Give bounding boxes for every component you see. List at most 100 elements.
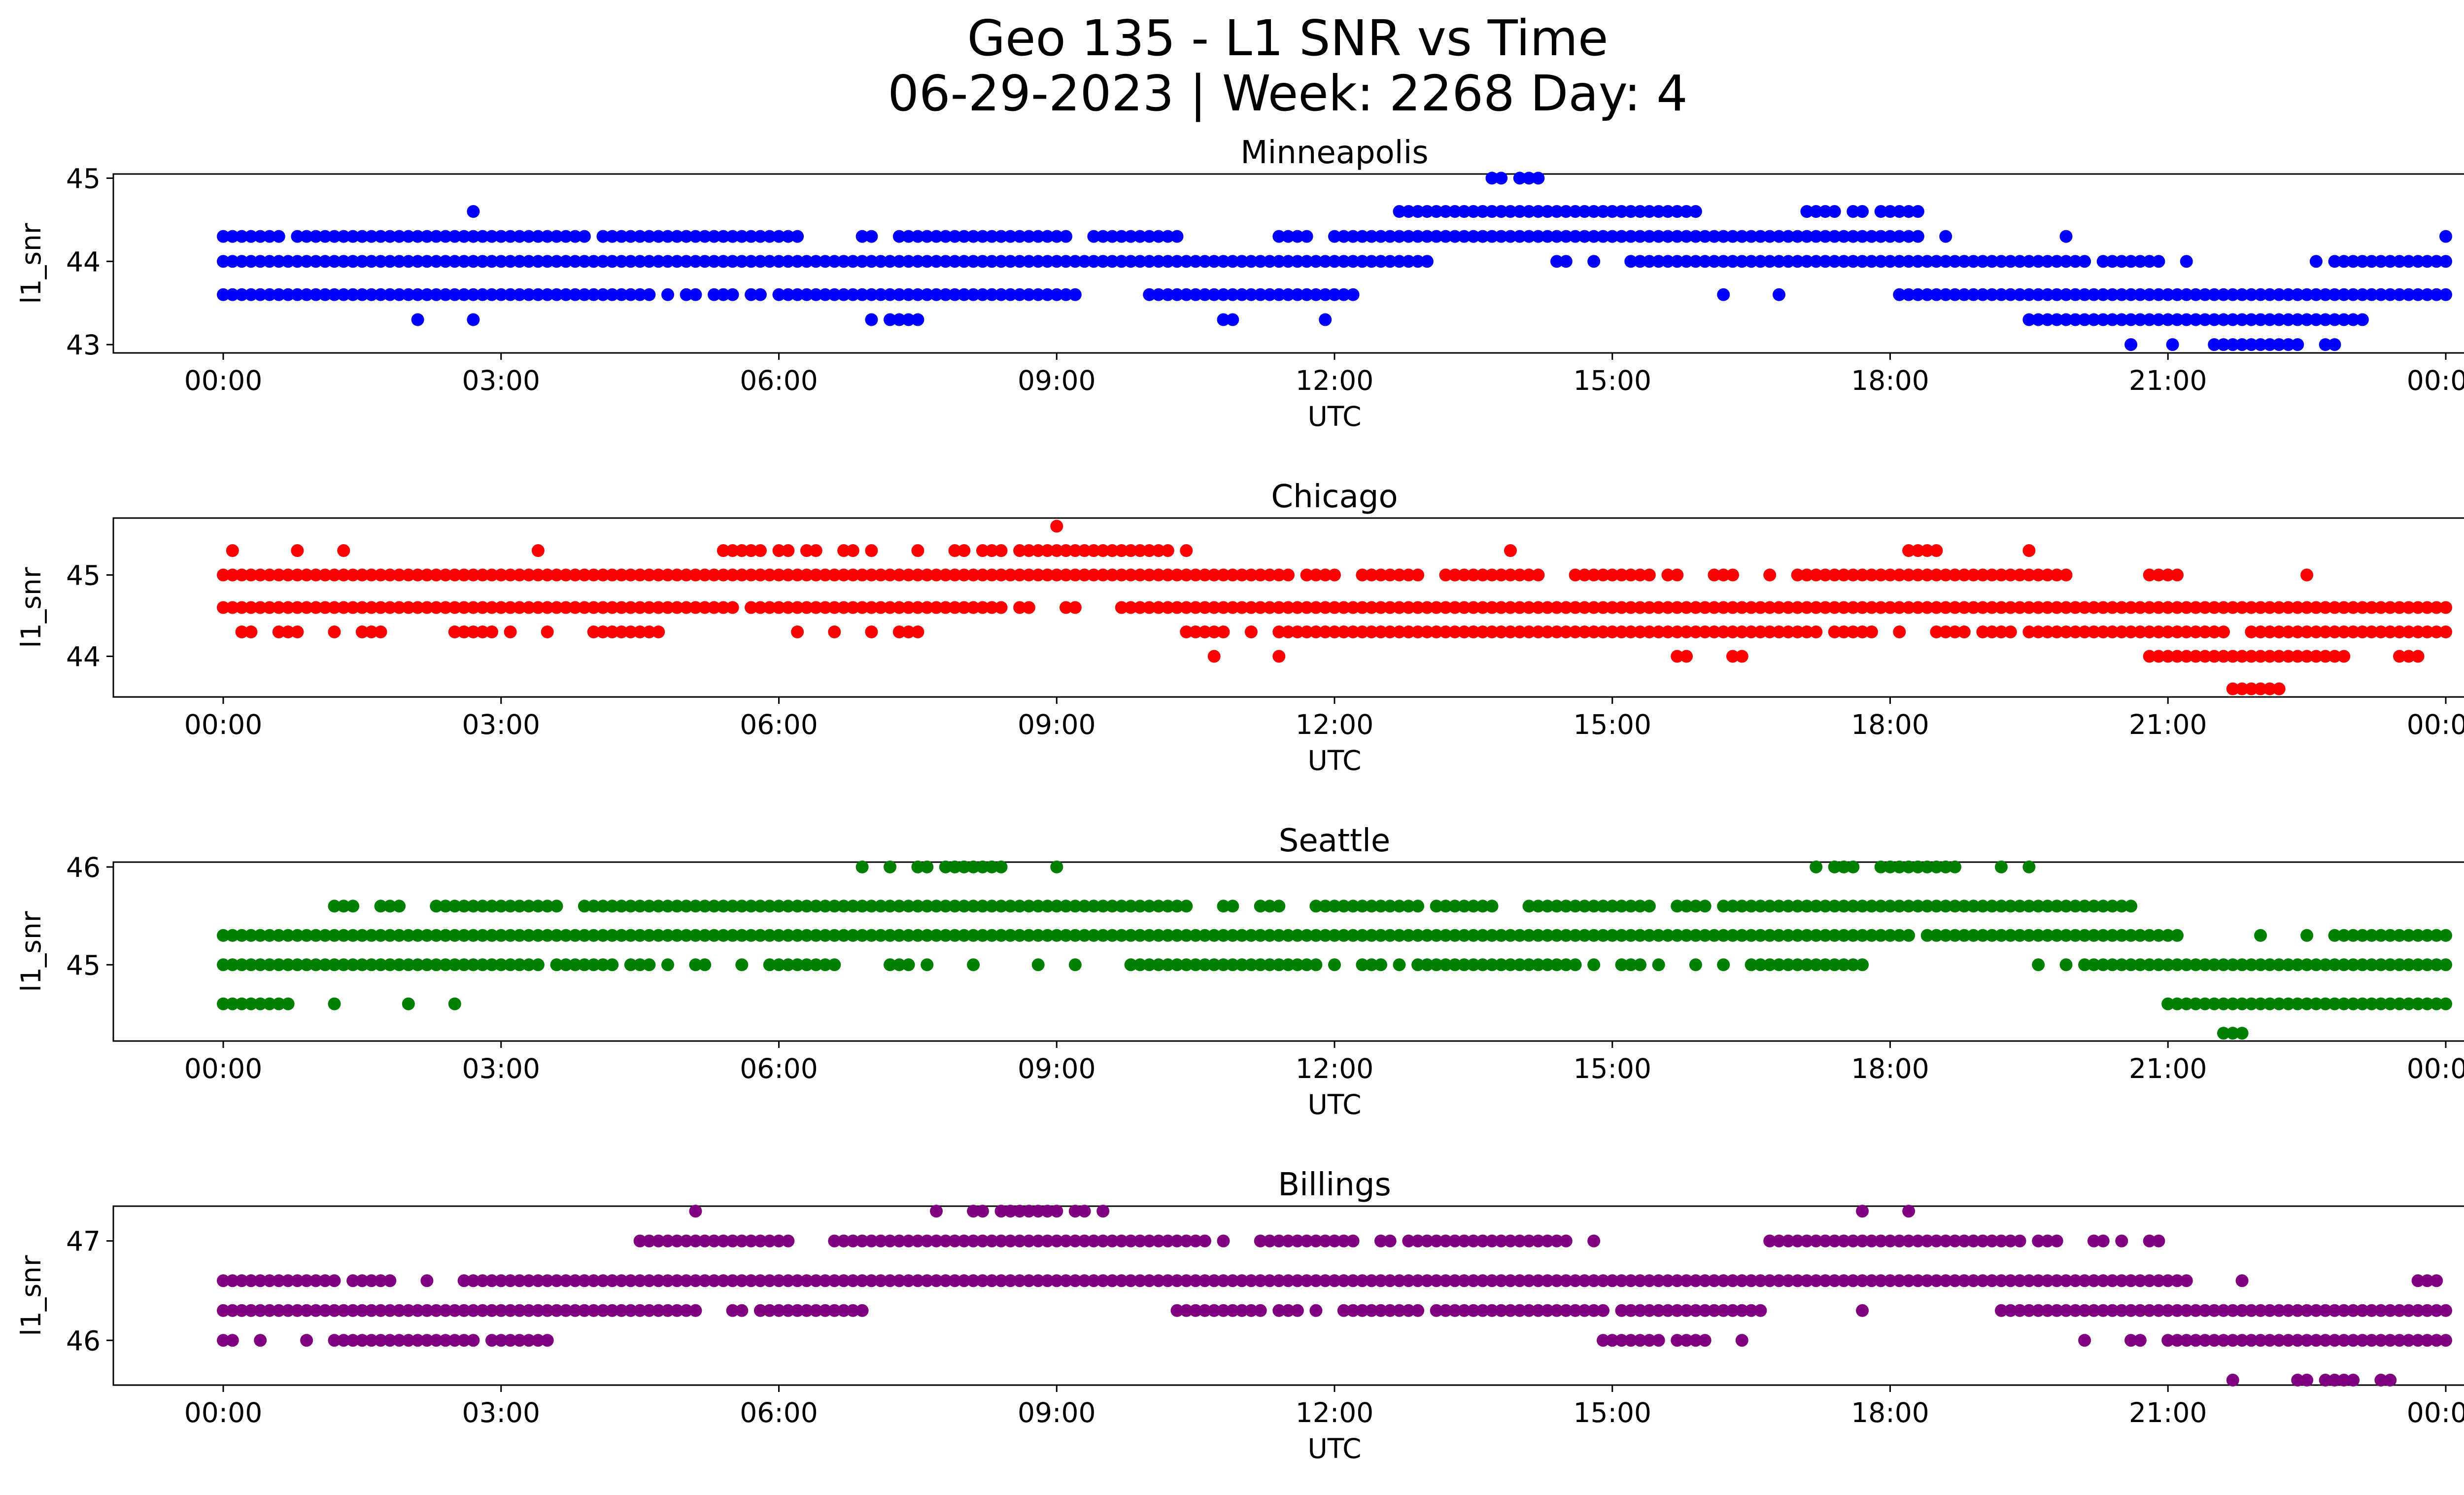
data-point — [1597, 1334, 1609, 1347]
data-point — [1337, 626, 1350, 638]
data-point — [1810, 255, 1823, 268]
data-point — [346, 1334, 360, 1347]
data-point — [1781, 230, 1795, 243]
data-point — [1106, 1234, 1119, 1248]
data-point — [281, 958, 295, 972]
data-point — [1393, 626, 1406, 638]
data-point — [2226, 1304, 2239, 1317]
data-point — [2328, 338, 2341, 351]
data-point — [652, 255, 665, 268]
data-point — [967, 288, 980, 301]
data-point — [550, 230, 563, 243]
data-point — [1476, 601, 1489, 614]
data-point — [2050, 1234, 2063, 1248]
data-point — [476, 1274, 489, 1287]
data-point — [457, 900, 471, 913]
data-point — [1226, 288, 1239, 301]
data-point — [522, 900, 536, 913]
data-point — [1282, 568, 1295, 582]
data-point — [1606, 1274, 1619, 1287]
data-point — [985, 544, 998, 557]
data-point — [1967, 601, 1980, 614]
data-point — [717, 288, 730, 301]
data-point — [513, 958, 526, 972]
scatter-points — [217, 1205, 2452, 1387]
data-point — [1439, 568, 1452, 582]
data-point — [550, 929, 563, 942]
data-point — [355, 288, 369, 301]
data-point — [643, 288, 656, 301]
data-point — [837, 288, 851, 301]
data-point — [430, 255, 443, 268]
data-point — [439, 601, 452, 614]
data-point — [652, 568, 665, 582]
data-point — [1430, 1234, 1443, 1248]
data-point — [2013, 568, 2026, 582]
data-point — [1041, 255, 1054, 268]
data-point — [1439, 1304, 1452, 1317]
data-point — [365, 929, 378, 942]
data-point — [1189, 1304, 1202, 1317]
data-point — [1847, 626, 1860, 638]
data-point — [2439, 997, 2452, 1010]
data-point — [2208, 650, 2221, 663]
data-point — [1985, 255, 1999, 268]
data-point — [1569, 1304, 1582, 1317]
data-point — [670, 1304, 684, 1317]
data-point — [569, 255, 582, 268]
data-point — [1309, 1304, 1323, 1317]
data-point — [2059, 1274, 2073, 1287]
data-point — [2282, 601, 2295, 614]
data-point — [661, 230, 674, 243]
data-point — [735, 1234, 749, 1248]
data-point — [1763, 929, 1777, 942]
data-point — [1124, 929, 1137, 942]
data-point — [633, 900, 647, 913]
data-point — [985, 929, 998, 942]
data-point — [606, 601, 619, 614]
data-point — [911, 626, 924, 638]
data-point — [1847, 1274, 1860, 1287]
data-point — [745, 1274, 758, 1287]
data-point — [1374, 230, 1387, 243]
data-point — [550, 900, 563, 913]
data-point — [2245, 288, 2258, 301]
data-point — [1495, 230, 1508, 243]
data-point — [550, 1304, 563, 1317]
data-point — [1763, 568, 1777, 582]
data-point — [624, 601, 637, 614]
data-point — [772, 288, 786, 301]
data-point — [1272, 929, 1286, 942]
data-point — [513, 929, 526, 942]
data-point — [2226, 313, 2239, 326]
data-point — [2171, 288, 2184, 301]
data-point — [846, 1304, 859, 1317]
data-point — [1911, 205, 1924, 218]
data-point — [874, 929, 888, 942]
data-point — [2309, 626, 2323, 638]
data-point — [2143, 288, 2156, 301]
data-point — [1893, 601, 1906, 614]
data-point — [1458, 900, 1471, 913]
data-point — [578, 958, 591, 972]
data-point — [1356, 1304, 1369, 1317]
data-point — [670, 929, 684, 942]
data-point — [1634, 205, 1647, 218]
data-point — [1911, 601, 1924, 614]
data-point — [2115, 900, 2128, 913]
data-point — [291, 626, 304, 638]
data-point — [328, 929, 341, 942]
data-point — [309, 568, 322, 582]
data-point — [318, 929, 332, 942]
data-point — [1773, 626, 1785, 638]
data-point — [1587, 626, 1601, 638]
data-point — [1828, 1234, 1841, 1248]
x-tick-label: 12:00 — [1296, 709, 1374, 740]
data-point — [1930, 1234, 1943, 1248]
data-point — [1031, 568, 1045, 582]
data-point — [2124, 255, 2138, 268]
data-point — [1967, 288, 1980, 301]
data-point — [1643, 1304, 1656, 1317]
data-point — [2347, 958, 2360, 972]
